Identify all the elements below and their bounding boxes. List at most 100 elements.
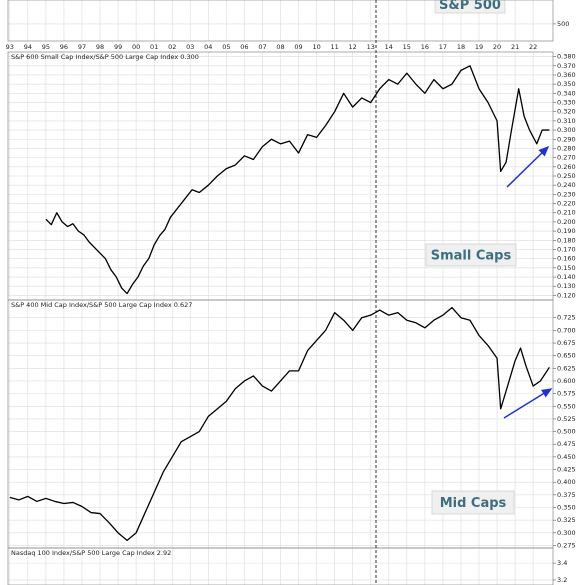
x-tick-label: 15 [403, 43, 411, 51]
y-tick-label: 0.350 [557, 80, 576, 88]
y-tick-label: 0.270 [557, 154, 576, 162]
annotation: Mid Caps [440, 496, 507, 511]
x-tick-label: 14 [385, 43, 393, 51]
y-tick-label: 0.200 [557, 218, 576, 226]
x-tick-label: 11 [330, 43, 338, 51]
x-tick-label: 07 [258, 43, 266, 51]
panel: Mid Caps [8, 300, 553, 548]
y-tick-label: 0.220 [557, 200, 576, 208]
y-tick-label: 0.330 [557, 99, 576, 107]
x-tick-label: 09 [294, 43, 302, 51]
panel-title: Nasdaq 100 Index/S&P 500 Large Cap Index… [11, 549, 171, 557]
x-tick-label: 20 [493, 43, 501, 51]
x-tick-label: 93 [6, 43, 14, 51]
x-tick-label: 96 [60, 43, 68, 51]
panel: S&P 500 [8, 0, 553, 41]
x-tick-label: 16 [421, 43, 429, 51]
y-tick-label: 0.230 [557, 190, 576, 198]
y-tick-label: 0.725 [557, 314, 576, 322]
y-tick-label: 0.190 [557, 227, 576, 235]
y-tick-label: 0.550 [557, 402, 576, 410]
y-tick-label: 0.180 [557, 236, 576, 244]
y-tick-label: 0.700 [557, 326, 576, 334]
y-tick-label: 0.160 [557, 255, 576, 263]
trend-arrow [503, 388, 553, 419]
x-tick-label: 03 [186, 43, 194, 51]
y-tick-label: 0.340 [557, 89, 576, 97]
y-tick-label: 0.360 [557, 71, 576, 79]
y-tick-label: 0.320 [557, 108, 576, 116]
annotation-box [434, 0, 506, 14]
y-tick-label: 0.130 [557, 282, 576, 290]
y-tick-label: 0.210 [557, 209, 576, 217]
trend-arrow [506, 145, 550, 188]
x-tick-label: 97 [78, 43, 86, 51]
x-tick-label: 95 [42, 43, 50, 51]
y-tick-label: 0.150 [557, 264, 576, 272]
x-tick-label: 04 [204, 43, 212, 51]
y-tick-label: 0.325 [557, 516, 576, 524]
y-tick-label: 0.260 [557, 163, 576, 171]
y-tick-label: 3.4 [557, 559, 567, 567]
y-tick-label: 0.600 [557, 377, 576, 385]
annotation-box [431, 490, 515, 515]
y-tick-label: 0.575 [557, 390, 576, 398]
y-tick-label: 0.380 [557, 53, 576, 61]
x-tick-label: 99 [114, 43, 122, 51]
panels: 93 94 95 96 97 98 99 00 01 02 03 04 05 06 07 08 09 10 11 12… [6, 0, 576, 585]
panel-frame [7, 547, 554, 585]
x-tick-label: 01 [150, 43, 158, 51]
y-tick-label: 0.170 [557, 245, 576, 253]
y-tick-label: 500 [557, 20, 569, 28]
x-tick-label: 02 [168, 43, 176, 51]
panel-frame [7, 0, 554, 42]
x-tick-label: 10 [312, 43, 320, 51]
annotation: Small Caps [431, 249, 512, 264]
panel-title: S&P 400 Mid Cap Index/S&P 500 Large Cap … [11, 301, 192, 309]
panel-title: S&P 600 Small Cap Index/S&P 500 Large Ca… [11, 53, 199, 61]
x-tick-label: 06 [240, 43, 248, 51]
x-tick-label: 17 [439, 43, 447, 51]
y-tick-label: 0.120 [557, 291, 576, 299]
y-tick-label: 0.240 [557, 181, 576, 189]
x-tick-label: 18 [457, 43, 465, 51]
y-tick-label: 0.450 [557, 453, 576, 461]
y-tick-label: 0.310 [557, 117, 576, 125]
panel: Small Caps [8, 52, 553, 300]
y-tick-label: 0.350 [557, 504, 576, 512]
y-tick-label: 0.400 [557, 478, 576, 486]
y-tick-label: 0.375 [557, 491, 576, 499]
x-tick-label: 12 [349, 43, 357, 51]
y-tick-label: 3.2 [557, 576, 567, 584]
x-tick-label: 94 [24, 43, 32, 51]
y-tick-label: 0.500 [557, 428, 576, 436]
x-tick-label: 19 [475, 43, 483, 51]
y-tick-label: 0.475 [557, 440, 576, 448]
y-tick-label: 0.140 [557, 273, 576, 281]
x-tick-label: 13 [367, 43, 375, 51]
y-tick-label: 0.275 [557, 541, 576, 549]
y-tick-label: 0.675 [557, 339, 576, 347]
x-tick-label: 08 [276, 43, 284, 51]
panel [8, 548, 553, 585]
annotation: S&P 500 [439, 0, 501, 13]
y-tick-label: 0.650 [557, 352, 576, 360]
x-tick-label: 00 [132, 43, 140, 51]
ratio-line [9, 306, 550, 542]
ratio-line [45, 65, 550, 295]
y-tick-label: 0.425 [557, 466, 576, 474]
y-tick-label: 0.250 [557, 172, 576, 180]
x-tick-label: 22 [529, 43, 537, 51]
x-tick-label: 21 [511, 43, 519, 51]
annotation-box [425, 243, 517, 267]
y-tick-label: 0.290 [557, 135, 576, 143]
x-tick-label: 98 [96, 43, 104, 51]
y-tick-label: 0.300 [557, 126, 576, 134]
y-tick-label: 0.625 [557, 364, 576, 372]
y-tick-label: 0.370 [557, 62, 576, 70]
y-tick-label: 0.280 [557, 144, 576, 152]
y-tick-label: 0.525 [557, 415, 576, 423]
x-tick-label: 05 [222, 43, 230, 51]
